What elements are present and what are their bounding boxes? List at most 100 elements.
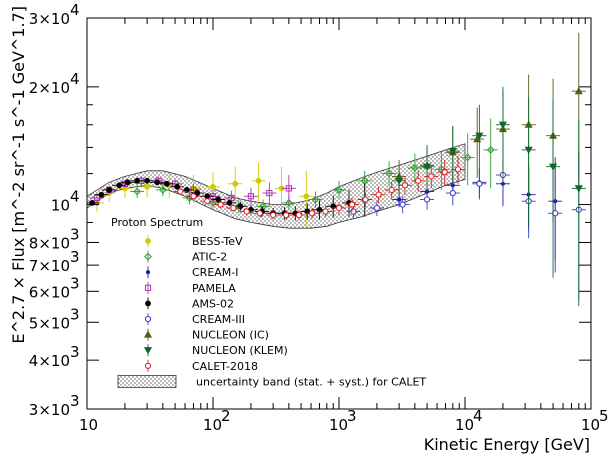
data-point-calet-2018 (308, 210, 316, 217)
legend-label: CREAM-I (192, 266, 239, 279)
data-point-ams-02 (226, 199, 233, 206)
legend-marker (143, 330, 153, 338)
data-point-nucleon-klem (498, 121, 507, 129)
data-point-calet-2018 (282, 211, 290, 219)
data-point-atic-2 (410, 164, 419, 172)
y-tick-exponent: 3 (70, 305, 80, 323)
data-point-pamela (266, 189, 273, 197)
data-point-calet-2018 (441, 169, 448, 176)
y-tick-exponent: 4 (70, 1, 80, 19)
legend-entry: NUCLEON (IC) (143, 328, 269, 342)
data-point-bess-tev (232, 180, 239, 187)
data-point-calet-2018 (256, 210, 263, 217)
data-point-calet-2018 (177, 188, 184, 195)
data-point-calet-2018 (415, 177, 422, 184)
legend-entry: CREAM-I (145, 266, 239, 279)
data-point-ams-02 (215, 196, 222, 203)
legend-band-swatch (117, 374, 177, 388)
y-tick-label: 4×10 (29, 352, 70, 370)
data-point-calet-2018 (454, 166, 462, 173)
y-tick-exponent: 3 (70, 248, 80, 266)
data-point-nucleon-klem (475, 132, 484, 140)
data-point-pamela (285, 185, 292, 192)
uncertainty-band-layer (87, 143, 466, 229)
data-point-calet-2018 (428, 173, 435, 180)
legend-marker (144, 284, 152, 291)
data-point-ams-02 (163, 180, 170, 187)
data-point-ams-02 (330, 203, 337, 210)
legend-label: PAMELA (192, 282, 236, 295)
data-point-cream-iii (423, 196, 431, 203)
data-point-calet-2018 (335, 204, 343, 212)
y-tick-label: 3×10 (29, 10, 70, 28)
data-point-atic-2 (385, 169, 394, 178)
data-point-nucleon-klem (395, 177, 404, 186)
x-tick-label: 10 (455, 416, 474, 434)
data-point-ams-02 (154, 179, 160, 186)
y-tick-label: 2×10 (29, 79, 70, 97)
legend-label: NUCLEON (KLEM) (192, 344, 288, 357)
data-point-atic-2 (209, 198, 217, 207)
data-point-cream-iii (350, 208, 357, 215)
legend-label: ATIC-2 (192, 251, 227, 264)
data-point-cream-i (397, 197, 402, 202)
legend-label: BESS-TeV (192, 235, 243, 248)
y-tick-exponent: 3 (70, 392, 80, 410)
series-calet-2018 (173, 156, 466, 221)
data-point-ams-02 (316, 206, 323, 213)
x-axis-title: Kinetic Energy [GeV] (424, 435, 590, 454)
y-tick-label: 6×10 (29, 283, 70, 301)
y-tick-exponent: 4 (70, 70, 80, 88)
legend: Proton Spectrum BESS-TeV ATIC-2 CREAM-I PAME… (111, 216, 426, 388)
data-point-nucleon-klem (448, 148, 457, 156)
data-point-bess-tev (210, 183, 216, 190)
legend-marker (145, 300, 151, 307)
legend-entry: PAMELA (144, 281, 236, 295)
legend-entry: AMS-02 (145, 297, 234, 310)
data-point-calet-2018 (348, 201, 356, 208)
legend-label: CALET-2018 (192, 360, 258, 373)
data-point-nucleon-klem (423, 163, 432, 171)
y-tick-exponent: 3 (70, 343, 80, 361)
legend-title: Proton Spectrum (111, 216, 203, 229)
data-point-cream-iii (399, 201, 406, 208)
data-point-nucleon-klem (549, 163, 558, 171)
data-point-ams-02 (116, 182, 123, 189)
data-point-atic-2 (486, 145, 495, 154)
data-point-nucleon-ic (574, 86, 583, 95)
legend-marker (144, 315, 152, 323)
y-tick-label: 10 (51, 197, 70, 215)
x-tick-exponent: 4 (473, 407, 483, 425)
data-point-calet-2018 (362, 196, 369, 203)
data-point-ams-02 (98, 191, 105, 198)
x-tick-exponent: 2 (221, 407, 231, 425)
data-point-pamela (247, 193, 255, 200)
data-point-atic-2 (284, 198, 293, 207)
y-tick-label: 3×10 (29, 401, 70, 419)
data-point-bess-tev (255, 177, 262, 184)
data-point-bess-tev (303, 193, 310, 200)
y-tick-exponent: 3 (70, 225, 80, 243)
data-point-ams-02 (237, 203, 244, 210)
legend-entry: CALET-2018 (144, 359, 258, 373)
data-point-cream-iii (373, 204, 381, 212)
legend-marker (145, 270, 151, 275)
y-tick-exponent: 3 (70, 274, 80, 292)
data-point-nucleon-klem (524, 146, 533, 155)
legend-marker (143, 347, 153, 355)
data-point-calet-2018 (230, 204, 237, 212)
data-point-calet-2018 (204, 198, 211, 205)
data-point-calet-2018 (388, 186, 395, 194)
y-tick-label: 5×10 (29, 314, 70, 332)
legend-band-label: uncertainty band (stat. + syst.) for CAL… (196, 375, 426, 388)
data-point-bess-tev (144, 183, 151, 190)
data-point-calet-2018 (375, 191, 382, 198)
y-tick-exponent: 4 (70, 188, 80, 206)
legend-entry: ATIC-2 (144, 250, 227, 264)
y-axis-title: E^2.7 × Flux [m^-2 sr^-1 s^-1 GeV^1.7] (9, 6, 28, 344)
data-point-ams-02 (194, 190, 201, 196)
x-tick-label: 10 (581, 416, 600, 434)
data-point-calet-2018 (295, 211, 302, 219)
